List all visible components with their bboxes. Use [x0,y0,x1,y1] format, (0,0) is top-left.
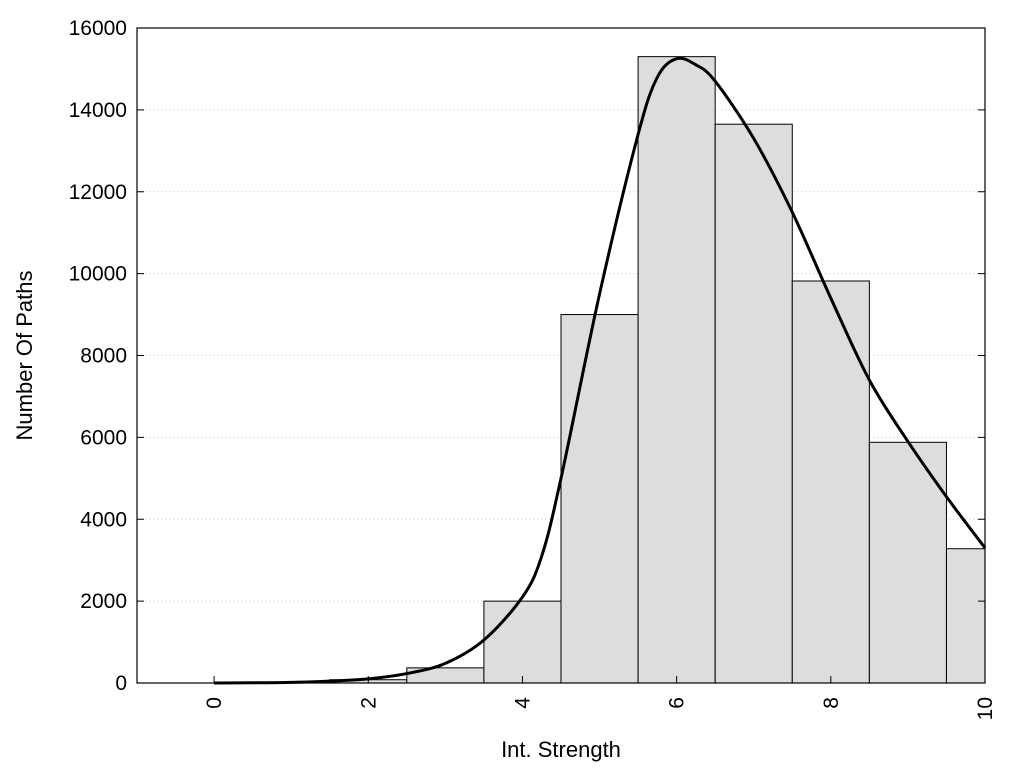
x-axis-label: Int. Strength [501,737,621,762]
histogram-bar [483,600,562,684]
x-tick-label: 10 [974,697,997,720]
y-axis-ticks: 0 2000 4000 6000 8000 10000 12000 14000 16000 [69,17,985,695]
histogram-bar [637,56,716,684]
x-tick-label: 2 [357,697,380,709]
y-tick-label: 0 [115,672,127,695]
histogram-bar [945,548,986,684]
x-tick-label: 6 [666,697,689,709]
y-tick-label: 6000 [80,426,127,449]
y-tick-label: 16000 [69,17,127,40]
histogram-bar [791,280,870,684]
y-tick-label: 10000 [69,263,127,286]
y-tick-label: 12000 [69,181,127,204]
y-axis-label: Number Of Paths [12,271,37,441]
histogram-bar [714,123,793,684]
x-tick-label: 8 [820,697,843,709]
y-tick-label: 14000 [69,99,127,122]
x-axis-ticks: 0 2 4 6 8 10 [203,676,997,720]
density-curve [214,56,987,685]
x-tick-label: 0 [203,697,226,709]
x-tick-label: 4 [511,697,534,709]
y-tick-label: 4000 [80,508,127,531]
y-tick-label: 2000 [80,590,127,613]
y-tick-label: 8000 [80,345,127,368]
histogram-bar [560,314,639,684]
density-curve-line [214,56,987,685]
bars [252,56,986,684]
